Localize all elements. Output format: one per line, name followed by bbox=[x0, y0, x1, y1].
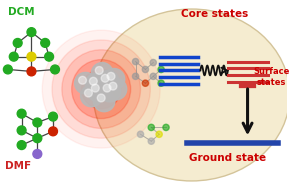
Circle shape bbox=[99, 80, 121, 102]
Circle shape bbox=[91, 84, 99, 92]
Circle shape bbox=[163, 124, 169, 131]
Circle shape bbox=[84, 89, 92, 97]
Circle shape bbox=[81, 85, 102, 107]
Circle shape bbox=[150, 73, 157, 79]
Ellipse shape bbox=[93, 9, 290, 181]
Circle shape bbox=[158, 66, 164, 73]
Circle shape bbox=[95, 67, 103, 74]
Circle shape bbox=[148, 138, 154, 144]
Circle shape bbox=[150, 59, 157, 66]
Circle shape bbox=[97, 94, 105, 102]
Text: Ground state: Ground state bbox=[189, 153, 267, 163]
Circle shape bbox=[62, 50, 140, 128]
Circle shape bbox=[72, 60, 131, 119]
Circle shape bbox=[27, 52, 36, 61]
Circle shape bbox=[86, 73, 107, 95]
Circle shape bbox=[42, 30, 160, 148]
Circle shape bbox=[103, 84, 111, 92]
Circle shape bbox=[33, 149, 42, 158]
Circle shape bbox=[45, 52, 53, 61]
Circle shape bbox=[148, 124, 154, 131]
Text: DCM: DCM bbox=[8, 8, 35, 17]
Circle shape bbox=[107, 72, 115, 80]
Circle shape bbox=[41, 39, 50, 47]
Circle shape bbox=[103, 68, 125, 90]
Circle shape bbox=[133, 73, 139, 79]
Circle shape bbox=[89, 77, 97, 85]
Text: Surface
states: Surface states bbox=[253, 67, 289, 87]
Circle shape bbox=[158, 80, 164, 86]
Circle shape bbox=[51, 65, 60, 74]
Circle shape bbox=[142, 66, 149, 73]
Circle shape bbox=[17, 109, 26, 118]
Circle shape bbox=[81, 69, 121, 109]
Text: DMF: DMF bbox=[5, 161, 31, 171]
Circle shape bbox=[33, 118, 42, 127]
Circle shape bbox=[33, 134, 42, 143]
Circle shape bbox=[109, 82, 117, 90]
Circle shape bbox=[17, 141, 26, 149]
Circle shape bbox=[49, 112, 58, 121]
Circle shape bbox=[75, 72, 96, 94]
Circle shape bbox=[17, 126, 26, 135]
Circle shape bbox=[52, 40, 150, 138]
Circle shape bbox=[79, 76, 86, 84]
Circle shape bbox=[156, 131, 162, 137]
Circle shape bbox=[91, 63, 113, 84]
Circle shape bbox=[87, 80, 109, 102]
Circle shape bbox=[93, 90, 115, 112]
Circle shape bbox=[137, 131, 144, 137]
Circle shape bbox=[97, 70, 119, 92]
Circle shape bbox=[27, 28, 36, 36]
Circle shape bbox=[9, 52, 18, 61]
Circle shape bbox=[142, 80, 149, 86]
Text: Core states: Core states bbox=[180, 9, 248, 19]
Circle shape bbox=[49, 127, 58, 136]
Circle shape bbox=[13, 39, 22, 47]
Circle shape bbox=[27, 67, 36, 76]
Circle shape bbox=[4, 65, 12, 74]
Circle shape bbox=[133, 58, 139, 65]
Circle shape bbox=[101, 74, 109, 82]
Circle shape bbox=[105, 78, 127, 100]
